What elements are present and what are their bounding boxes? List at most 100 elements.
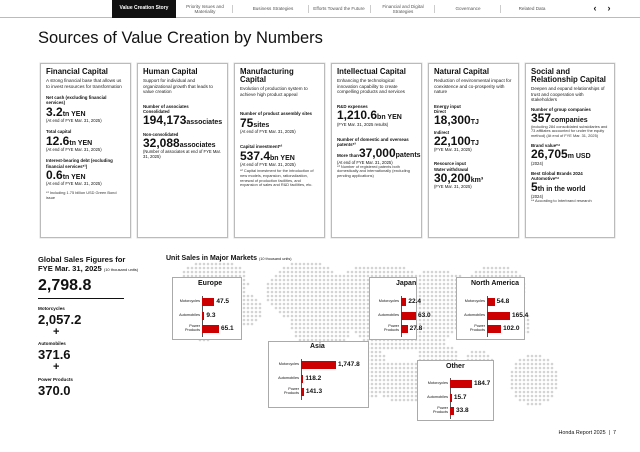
map-dot [526,326,530,330]
map-dot [338,302,342,306]
map-dot [314,326,318,330]
map-dot [534,358,538,362]
map-dot [338,322,342,326]
map-dot [542,366,546,370]
map-dot [394,270,398,274]
map-dot [446,310,450,314]
map-dot [302,314,306,318]
map-dot [338,338,342,342]
map-dot [422,354,426,358]
map-dot [338,274,342,278]
map-dot [514,378,518,382]
map-dot [354,330,358,334]
map-dot [210,266,214,270]
metric-sub: (At end of FYE Mar. 31, 2025) [46,147,102,153]
map-dot [426,306,430,310]
map-dot [402,378,406,382]
metric-sub: (FYE Mar. 31, 2025) [434,147,472,153]
map-dot [250,314,254,318]
map-dot [354,306,358,310]
map-dot [242,278,246,282]
map-dot [446,282,450,286]
map-dot [398,394,402,398]
map-dot [350,278,354,282]
tab-priority-issues[interactable]: Priority Issues and Materiality [186,3,224,14]
map-dot [294,282,298,286]
map-dot [338,326,342,330]
map-dot [350,270,354,274]
map-dot [250,310,254,314]
bar-value-label: 184.7 [474,380,491,387]
bar-category-label: Motorcycles [179,299,200,303]
tab-efforts-future[interactable]: Efforts Toward the Future [313,6,365,12]
footnote: *² Capital investment for the introducti… [240,168,314,188]
map-dot [542,358,546,362]
associates-nonconsolidated-value: 32,088 [143,135,180,150]
total-capital-value: 12.6 [46,133,70,148]
nav-divider [308,5,309,13]
metric-sublabel: Indirect [434,129,450,135]
tab-value-creation-story[interactable]: Value Creation Story [112,0,176,18]
map-dot [510,374,514,378]
map-dot [286,306,290,310]
map-dot [318,314,322,318]
map-dot [302,262,306,266]
map-dot [182,270,186,274]
map-dot [342,274,346,278]
map-dot [358,322,362,326]
tab-related-data[interactable]: Related Data [518,6,546,12]
map-dot [418,306,422,310]
map-dot [510,378,514,382]
card-social-capital: Social and Relationship Capital Deepen a… [525,63,615,238]
map-dot [426,298,430,302]
map-dot [322,290,326,294]
map-dot [198,266,202,270]
map-dot [502,270,506,274]
map-dot [306,270,310,274]
map-dot [486,270,490,274]
map-dot [546,390,550,394]
map-dot [362,338,366,342]
map-dot [390,378,394,382]
map-dot [354,318,358,322]
map-dot [414,346,418,350]
map-dot [334,298,338,302]
map-dot [438,330,442,334]
map-dot [374,346,378,350]
metric-sub: (2024) [531,193,544,199]
map-dot [238,270,242,274]
plus-sign: + [53,326,60,338]
map-dot [346,334,350,338]
map-dot [550,374,554,378]
map-dot [482,270,486,274]
map-dot [530,366,534,370]
map-dot [426,342,430,346]
map-dot [550,390,554,394]
map-dot [422,338,426,342]
tab-financial-digital[interactable]: Financial and Digital Strategies [382,3,424,14]
map-dot [406,270,410,274]
map-dot [366,322,370,326]
map-dot [550,382,554,386]
next-page-icon[interactable]: › [607,3,611,13]
map-dot [402,390,406,394]
map-dot [202,266,206,270]
tab-business-strategies[interactable]: Business Strategies [252,6,294,12]
map-dot [274,290,278,294]
map-dot [442,330,446,334]
map-dot [350,274,354,278]
map-dot [534,370,538,374]
prev-page-icon[interactable]: ‹ [593,3,597,13]
bar-north-america [487,298,495,306]
map-dot [506,274,510,278]
map-dot [318,306,322,310]
map-dot [318,330,322,334]
map-dot [442,274,446,278]
tab-governance[interactable]: Governance [455,6,481,12]
map-dot [518,358,522,362]
map-dot [430,306,434,310]
map-dot [430,346,434,350]
map-dot [514,390,518,394]
global-sales-title: Global Sales Figures for FYE Mar. 31, 20… [38,255,138,273]
map-dot [366,266,370,270]
